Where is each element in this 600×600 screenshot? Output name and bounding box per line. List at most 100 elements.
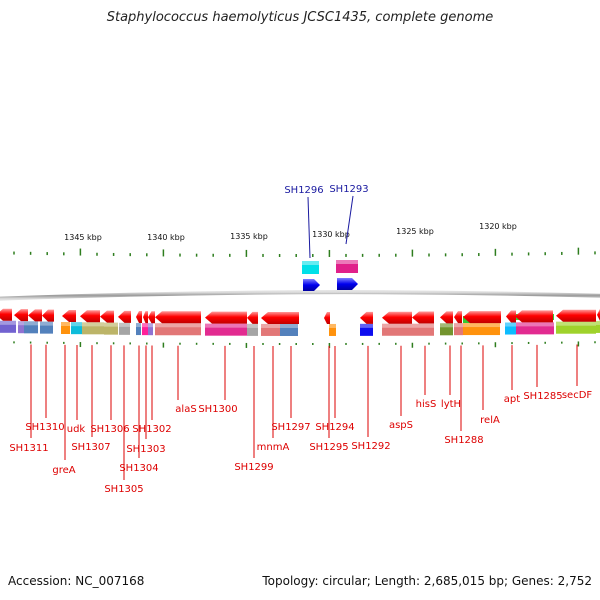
gene-label: secDF <box>562 390 593 401</box>
cog-box <box>71 322 82 335</box>
cog-box <box>136 323 141 336</box>
gene-label: aspS <box>389 420 413 431</box>
cog-box-highlight <box>247 323 258 328</box>
gene-arrow-reverse <box>42 309 54 322</box>
gene-label: lytH <box>441 399 461 410</box>
gene-arrow-reverse <box>556 309 596 322</box>
gene-label: SH1304 <box>119 463 158 474</box>
cog-box-highlight <box>596 320 600 325</box>
cog-box <box>155 323 201 336</box>
gene-label: SH1294 <box>315 422 354 433</box>
leader-line <box>307 196 311 259</box>
gene-label: alaS <box>175 404 196 415</box>
cog-box <box>205 323 247 336</box>
cog-box <box>119 322 130 335</box>
cog-box <box>463 323 500 336</box>
gene-arrow-reverse <box>28 309 42 322</box>
gene-label: SH1303 <box>126 444 165 455</box>
gene-label: greA <box>52 465 75 476</box>
gene-arrow-reverse <box>382 311 412 324</box>
gene-arrow-reverse <box>62 310 76 323</box>
gene-label: mnmA <box>257 442 290 453</box>
cog-box-highlight <box>136 323 141 328</box>
scale-label: 1325 kbp <box>396 227 434 236</box>
gene-arrow-reverse <box>360 311 373 324</box>
cog-box-highlight <box>119 322 130 327</box>
map-title: Staphylococcus haemolyticus JCSC1435, co… <box>106 10 494 25</box>
gene-arrow-reverse <box>80 310 100 323</box>
gene-label: hisS <box>416 399 437 410</box>
cog-box <box>18 321 24 334</box>
cog-box <box>360 323 373 336</box>
cog-box-highlight <box>40 321 53 326</box>
gene-arrow-reverse <box>100 310 114 323</box>
scale-label: 1340 kbp <box>147 233 185 242</box>
cog-box <box>24 321 38 334</box>
cog-box-highlight <box>18 321 24 326</box>
gene-label: SH1296 <box>284 185 323 196</box>
cog-box-highlight <box>454 323 463 328</box>
gene-label: SH1293 <box>329 184 368 195</box>
cog-box <box>0 320 16 333</box>
gene-label: SH1310 <box>25 422 64 433</box>
cog-box-highlight <box>71 322 82 327</box>
gene-label: SH1300 <box>198 404 237 415</box>
gene-label: SH1299 <box>234 462 273 473</box>
gene-label: apt <box>504 394 520 405</box>
cog-box <box>440 323 453 336</box>
cog-box <box>280 323 298 336</box>
cog-box-highlight <box>556 321 596 326</box>
cog-box-highlight <box>142 323 148 328</box>
cog-box <box>556 321 596 334</box>
cog-box <box>104 322 118 335</box>
gene-arrow-reverse <box>506 310 516 323</box>
gene-label: SH1292 <box>351 441 390 452</box>
cog-color-boxes <box>0 260 600 336</box>
cog-box-highlight <box>261 323 280 328</box>
scale-labels: 1345 kbp 1340 kbp 1335 kbp 1330 kbp 1325 kbp… <box>64 222 517 242</box>
gene-arrow-reverse <box>14 309 28 322</box>
cog-box-highlight <box>205 323 247 328</box>
cog-box <box>505 322 516 335</box>
cog-box-highlight <box>280 323 298 328</box>
accession-label: Accession: NC_007168 <box>8 574 145 588</box>
gene-label: SH1297 <box>271 422 310 433</box>
cog-box-highlight <box>302 261 319 265</box>
cog-box <box>516 322 554 335</box>
cog-box-highlight <box>155 323 201 328</box>
cog-box-highlight <box>82 322 104 327</box>
gene-arrow-reverse <box>155 311 201 324</box>
gene-arrow-forward <box>303 279 320 291</box>
cog-box-highlight <box>440 323 453 328</box>
gene-label: SH1311 <box>9 443 48 454</box>
cog-box <box>247 323 258 336</box>
gene-arrow-reverse <box>0 308 12 321</box>
cog-box-highlight <box>61 322 70 327</box>
gene-labels: SH1296 SH1293 SH1311 SH1310 greA udk SH1307 SH1… <box>9 184 592 495</box>
cog-box-highlight <box>148 323 153 328</box>
gene-arrow-reverse <box>148 311 155 324</box>
gene-label: SH1295 <box>309 442 348 453</box>
cog-box <box>336 260 358 273</box>
cog-box <box>40 321 53 334</box>
cog-box-highlight <box>505 322 516 327</box>
gene-arrow-reverse <box>515 310 553 323</box>
cog-box-highlight <box>104 322 118 327</box>
gene-arrow-reverse <box>118 310 131 323</box>
cog-box <box>382 323 434 336</box>
cog-box <box>261 323 280 336</box>
gene-arrow-reverse <box>247 311 258 324</box>
gene-arrow-reverse <box>205 311 247 324</box>
gene-label: udk <box>67 424 86 435</box>
gene-label: SH1307 <box>71 442 110 453</box>
leader-line <box>345 195 354 245</box>
cog-box-highlight <box>360 323 373 328</box>
label-leader-lines <box>30 195 578 480</box>
cog-box <box>329 323 336 336</box>
gene-label: relA <box>480 415 500 426</box>
gene-arrow-reverse <box>597 308 600 321</box>
gene-label: SH1305 <box>104 484 143 495</box>
cog-box-highlight <box>516 322 554 327</box>
cog-box-highlight <box>336 260 358 264</box>
gene-arrow-reverse <box>412 311 434 324</box>
